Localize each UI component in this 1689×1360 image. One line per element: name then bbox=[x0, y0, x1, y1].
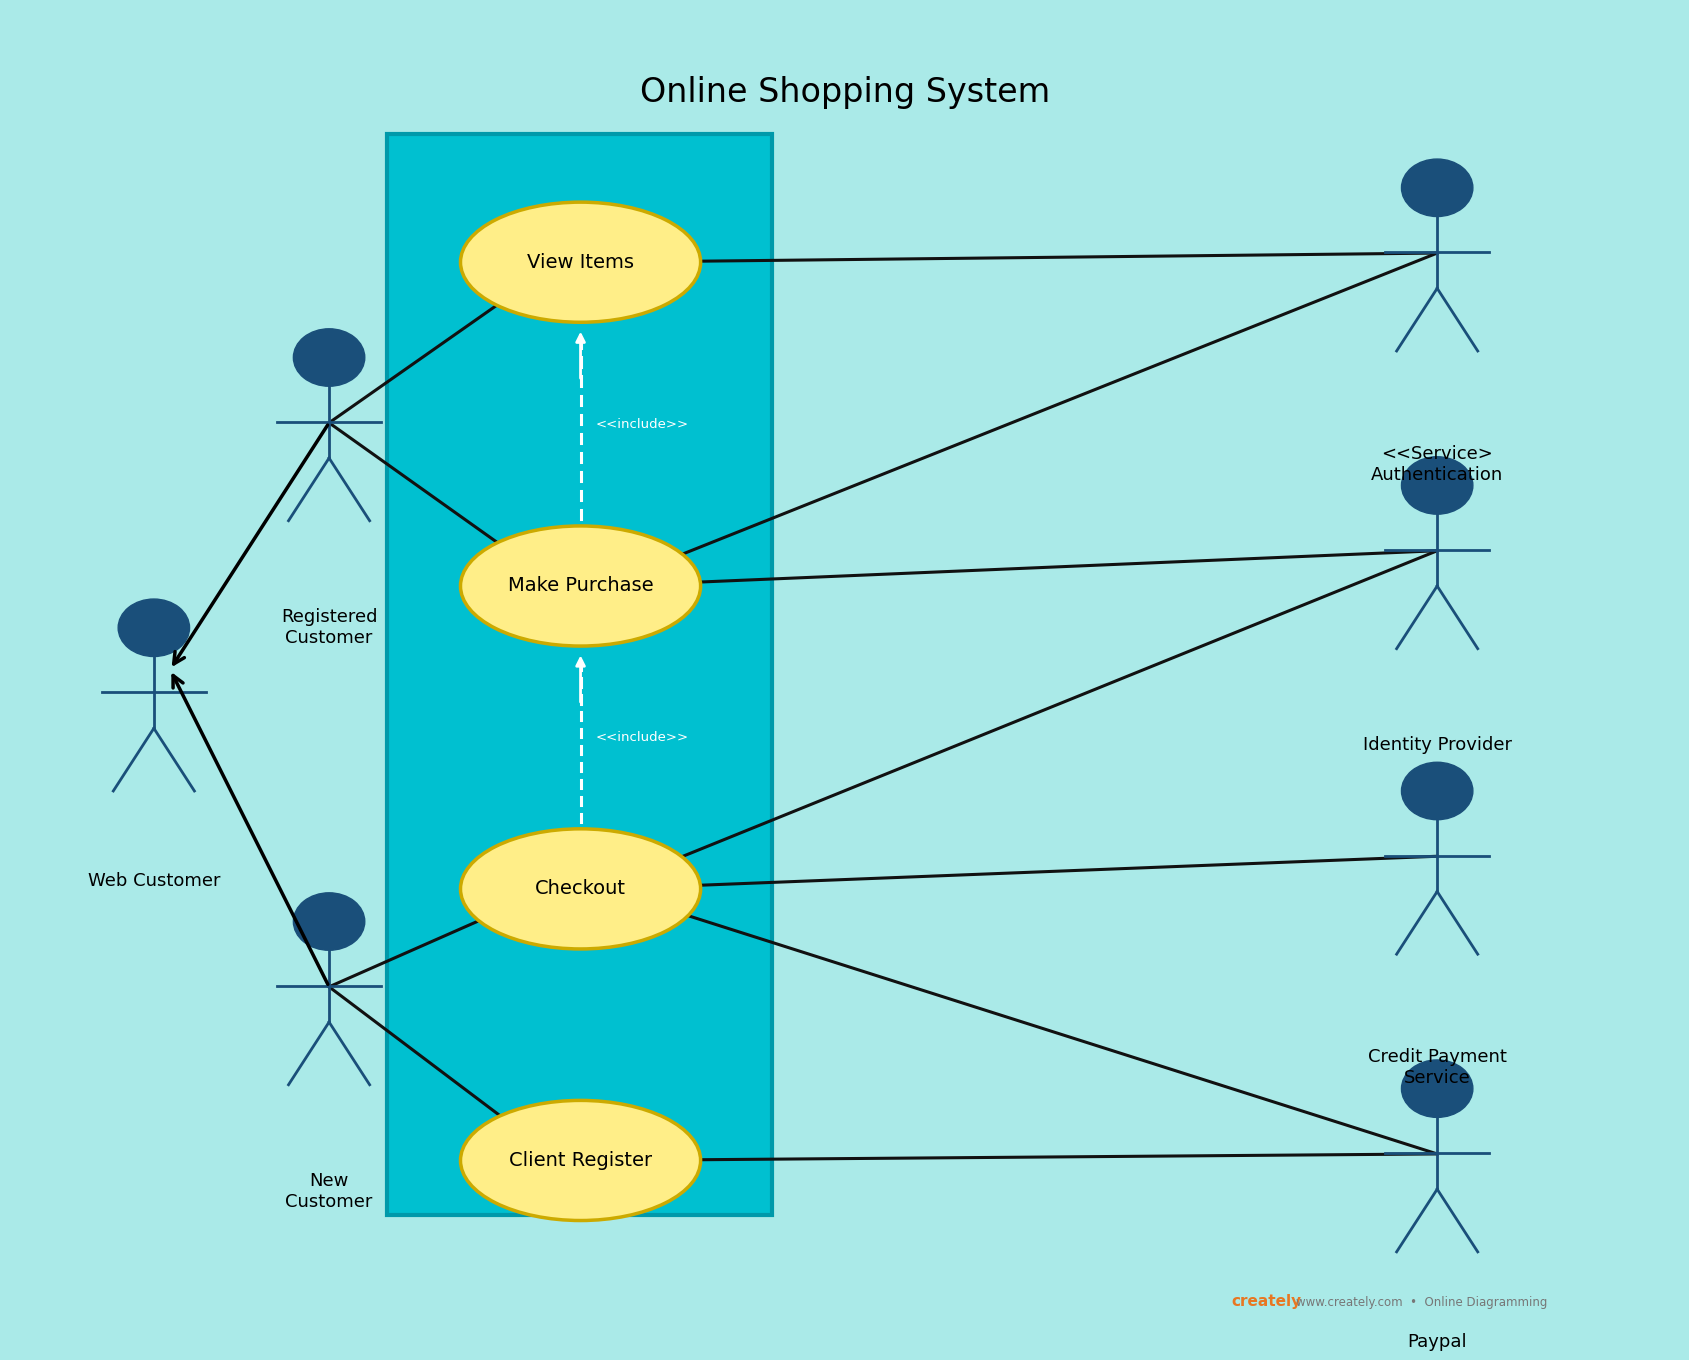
Text: View Items: View Items bbox=[527, 253, 633, 272]
Circle shape bbox=[1400, 762, 1473, 820]
Circle shape bbox=[1400, 1059, 1473, 1118]
Bar bbox=[387, 135, 772, 1216]
Text: Client Register: Client Register bbox=[508, 1151, 652, 1170]
Text: Web Customer: Web Customer bbox=[88, 872, 220, 889]
Ellipse shape bbox=[459, 526, 701, 646]
Ellipse shape bbox=[459, 828, 701, 949]
Ellipse shape bbox=[459, 1100, 701, 1220]
Circle shape bbox=[118, 598, 189, 657]
Text: creately: creately bbox=[1230, 1295, 1301, 1310]
Text: Paypal: Paypal bbox=[1407, 1333, 1466, 1350]
Text: <<include>>: <<include>> bbox=[595, 418, 689, 431]
Text: Online Shopping System: Online Shopping System bbox=[640, 76, 1049, 109]
Circle shape bbox=[1400, 159, 1473, 216]
Text: Credit Payment
Service: Credit Payment Service bbox=[1366, 1049, 1505, 1087]
Text: <<include>>: <<include>> bbox=[595, 730, 689, 744]
Circle shape bbox=[1400, 457, 1473, 514]
Text: www.creately.com  •  Online Diagramming: www.creately.com • Online Diagramming bbox=[1295, 1296, 1547, 1310]
Text: New
Customer: New Customer bbox=[285, 1172, 373, 1210]
Text: Checkout: Checkout bbox=[535, 880, 625, 899]
Ellipse shape bbox=[459, 203, 701, 322]
Text: Registered
Customer: Registered Customer bbox=[280, 608, 377, 647]
Text: Make Purchase: Make Purchase bbox=[507, 577, 654, 596]
Text: <<Service>
Authentication: <<Service> Authentication bbox=[1370, 445, 1503, 484]
Text: Identity Provider: Identity Provider bbox=[1361, 736, 1510, 755]
Circle shape bbox=[294, 329, 365, 386]
Circle shape bbox=[294, 892, 365, 951]
